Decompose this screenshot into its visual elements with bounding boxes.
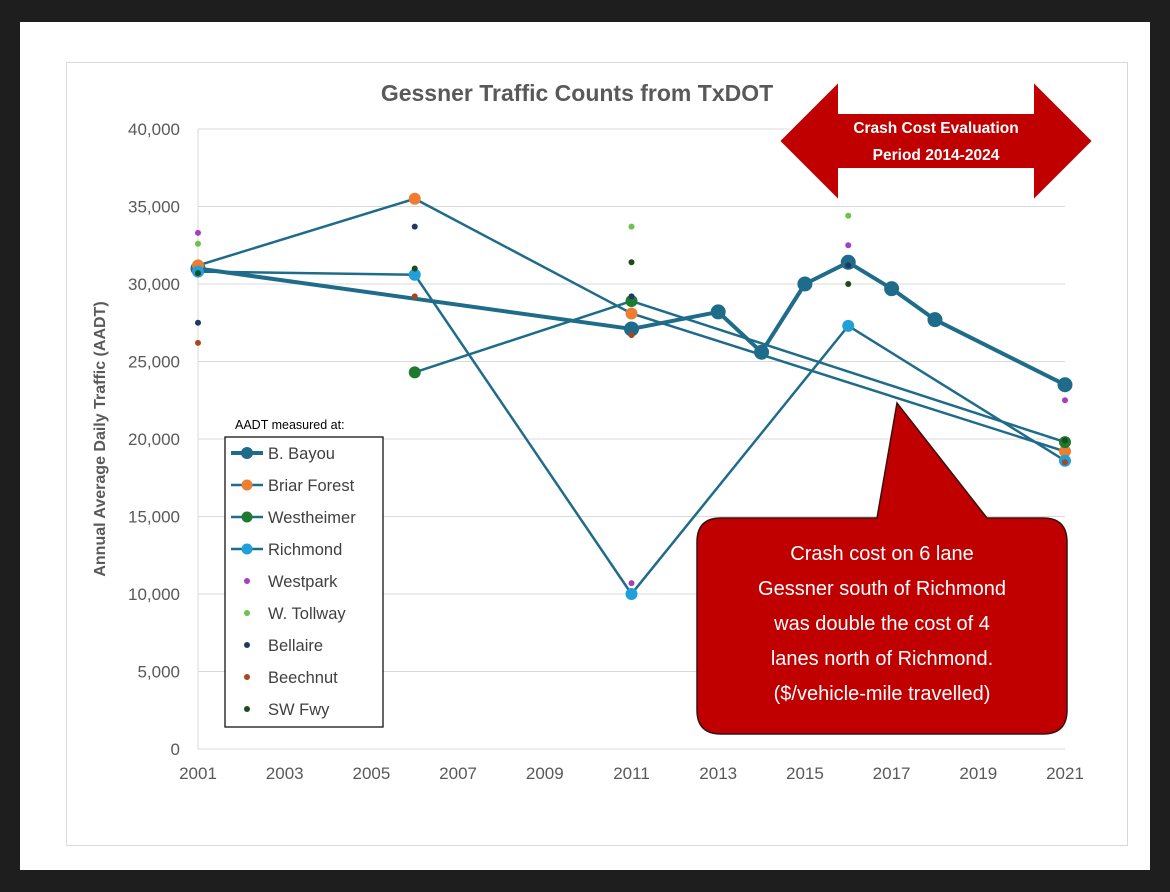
data-point-b-bayou: [754, 344, 770, 360]
x-tick-label: 2017: [873, 764, 911, 783]
data-point-sw-fwy: [411, 265, 418, 272]
legend-swatch-marker-b-bayou: [241, 447, 253, 459]
legend-label-westpark: Westpark: [268, 573, 338, 591]
data-point-bellaire: [845, 262, 852, 269]
data-point-sw-fwy: [845, 281, 852, 287]
y-tick-label: 30,000: [128, 275, 180, 294]
data-point-sw-fwy: [1062, 437, 1068, 444]
data-point-richmond: [625, 588, 638, 600]
legend-swatch-marker-richmond: [241, 543, 253, 555]
series-line-briar-forest: [197, 197, 1066, 453]
legend-swatch-marker-sw-fwy: [244, 706, 250, 712]
data-point-b-bayou: [624, 321, 639, 337]
y-tick-label: 15,000: [128, 508, 180, 527]
data-point-richmond: [842, 319, 855, 332]
data-point-bellaire: [195, 319, 201, 326]
legend-label-westheimer: Westheimer: [268, 509, 356, 527]
data-point-sw-fwy: [628, 259, 635, 266]
data-point-briar-forest: [625, 307, 638, 320]
data-point-briar-forest: [1059, 445, 1071, 458]
data-point-b-bayou: [840, 254, 856, 270]
data-point-beechnut: [411, 293, 418, 300]
x-tick-label: 2019: [959, 764, 997, 783]
legend-swatch-marker-westheimer: [241, 511, 253, 523]
legend-label-bellaire: Bellaire: [268, 637, 323, 655]
legend-swatch-marker-beechnut: [244, 674, 250, 680]
y-tick-label: 5,000: [137, 663, 180, 682]
data-point-bellaire: [411, 223, 418, 230]
x-tick-label: 2011: [613, 764, 650, 783]
data-point-sw-fwy: [195, 270, 201, 277]
callout-text-line: lanes north of Richmond.: [771, 648, 993, 670]
data-point-beechnut: [1062, 459, 1068, 466]
data-point-w-tollway: [845, 212, 852, 219]
callout-text-line: ($/vehicle-mile travelled): [774, 683, 991, 705]
data-point-westpark: [628, 580, 635, 587]
legend-label-richmond: Richmond: [268, 541, 342, 559]
legend-swatch-marker-bellaire: [244, 642, 250, 648]
x-tick-label: 2015: [786, 764, 824, 783]
data-point-beechnut: [195, 339, 201, 346]
y-tick-label: 0: [171, 740, 180, 759]
legend-label-beechnut: Beechnut: [268, 669, 338, 687]
chart-title: Gessner Traffic Counts from TxDOT: [381, 80, 773, 106]
x-tick-label: 2003: [266, 764, 304, 783]
legend-label-b-bayou: B. Bayou: [268, 445, 335, 463]
data-point-westheimer: [408, 366, 421, 379]
data-point-westheimer: [625, 295, 638, 308]
data-point-b-bayou: [710, 304, 726, 320]
slide-frame: 0 5,000 10,000 15,000 20,000 25,000 30,000 35,0…: [20, 22, 1150, 870]
data-point-w-tollway: [628, 223, 635, 230]
data-point-richmond: [408, 268, 421, 281]
x-tick-label: 2021: [1046, 764, 1084, 783]
y-tick-label: 40,000: [128, 120, 180, 139]
callout-text-line: Gessner south of Richmond: [758, 578, 1006, 600]
y-tick-label: 25,000: [128, 353, 180, 372]
legend-title: AADT measured at:: [235, 418, 345, 432]
data-point-b-bayou: [884, 281, 900, 297]
data-point-westpark: [845, 242, 852, 249]
legend-label-w-tollway: W. Tollway: [268, 605, 346, 623]
x-tick-label: 2013: [699, 764, 737, 783]
x-tick-label: 2009: [526, 764, 564, 783]
callout-text-line: was double the cost of 4: [773, 613, 990, 635]
legend-label-briar-forest: Briar Forest: [268, 477, 355, 495]
arrow-label-line: Crash Cost Evaluation: [853, 120, 1018, 137]
y-tick-label: 35,000: [128, 198, 180, 217]
legend-swatch-marker-w-tollway: [244, 610, 250, 616]
evaluation-period-arrow: [777, 78, 1095, 204]
data-point-w-tollway: [195, 240, 201, 247]
data-point-briar-forest: [408, 192, 421, 205]
y-axis-title: Annual Average Daily Traffic (AADT): [92, 301, 109, 576]
data-point-westpark: [195, 229, 201, 236]
x-tick-label: 2001: [179, 764, 217, 783]
y-tick-label: 20,000: [128, 430, 180, 449]
legend-swatch-marker-westpark: [244, 578, 250, 584]
crash-cost-callout: [696, 401, 1068, 735]
x-tick-label: 2007: [439, 764, 477, 783]
callout-text-line: Crash cost on 6 lane: [790, 543, 973, 565]
y-tick-label: 10,000: [128, 585, 180, 604]
data-point-b-bayou: [1057, 377, 1073, 393]
traffic-chart: 0 5,000 10,000 15,000 20,000 25,000 30,000 35,0…: [92, 78, 1095, 783]
data-point-b-bayou: [797, 276, 813, 292]
data-point-beechnut: [628, 332, 635, 339]
chart-area: 0 5,000 10,000 15,000 20,000 25,000 30,000 35,0…: [66, 62, 1128, 846]
data-point-bellaire: [628, 293, 635, 300]
data-point-b-bayou: [927, 312, 943, 328]
x-tick-label: 2005: [352, 764, 390, 783]
legend-label-sw-fwy: SW Fwy: [268, 701, 330, 719]
arrow-label-line: Period 2014-2024: [873, 147, 1000, 164]
legend-swatch-marker-briar-forest: [241, 479, 253, 491]
data-point-westpark: [1062, 397, 1068, 404]
